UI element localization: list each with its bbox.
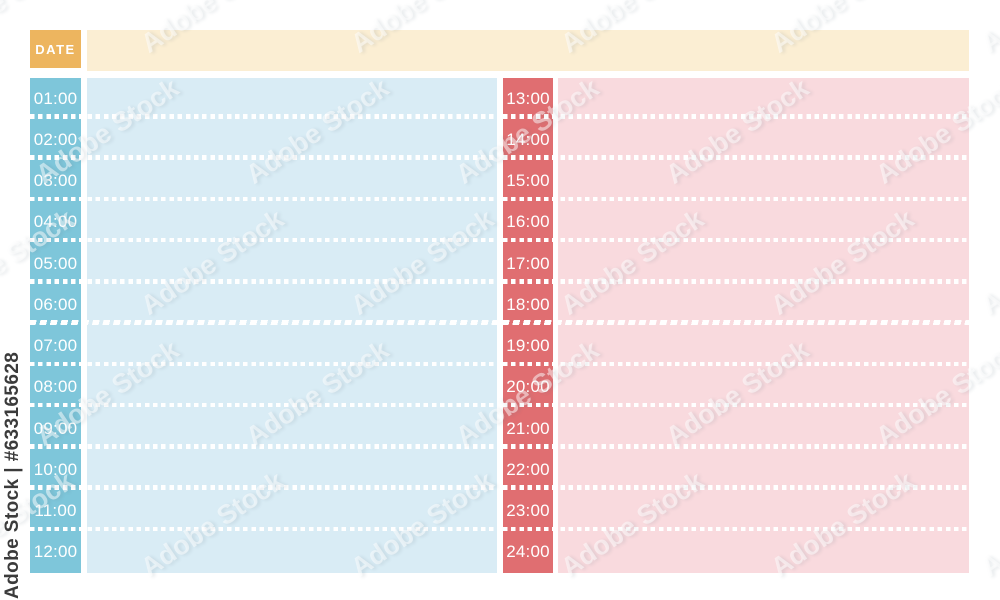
date-entry-bar <box>87 30 969 71</box>
dotted-separator-left <box>30 444 497 449</box>
dotted-separator-right <box>503 196 969 202</box>
hour-label: 23:00 <box>506 501 550 521</box>
hour-cell-08:00: 08:00 <box>30 367 81 408</box>
hour-label: 15:00 <box>506 171 550 191</box>
hour-cell-24:00: 24:00 <box>503 532 553 573</box>
adobe-stock-tile-watermark: Adobe Stock <box>975 0 1000 59</box>
dotted-separator-left <box>30 402 497 408</box>
hour-cell-02:00: 02:00 <box>30 119 81 160</box>
hour-label: 04:00 <box>33 212 78 232</box>
dotted-separator-left <box>30 237 497 243</box>
hour-cell-18:00: 18:00 <box>503 284 553 325</box>
hour-cell-21:00: 21:00 <box>503 408 553 449</box>
dotted-separator-left <box>30 114 497 119</box>
hour-cell-20:00: 20:00 <box>503 367 553 408</box>
dotted-separator-left <box>30 155 497 160</box>
hour-label: 19:00 <box>506 336 550 356</box>
hour-label: 12:00 <box>33 542 78 562</box>
hour-label: 13:00 <box>506 88 550 108</box>
dotted-separator-left <box>30 526 497 532</box>
hour-label: 21:00 <box>506 418 550 438</box>
hour-cell-19:00: 19:00 <box>503 326 553 367</box>
hour-cell-11:00: 11:00 <box>30 491 81 532</box>
hour-label: 20:00 <box>506 377 550 397</box>
hour-label: 02:00 <box>33 129 78 149</box>
hour-cell-22:00: 22:00 <box>503 449 553 490</box>
dotted-separator-right <box>503 237 969 243</box>
hour-label: 09:00 <box>33 418 78 438</box>
date-label: DATE <box>35 41 76 57</box>
hour-cell-17:00: 17:00 <box>503 243 553 284</box>
hour-label: 03:00 <box>33 171 78 191</box>
hour-cell-10:00: 10:00 <box>30 449 81 490</box>
adobe-stock-id-watermark: Adobe Stock | #633165628 <box>2 351 23 599</box>
hour-cell-15:00: 15:00 <box>503 161 553 202</box>
hour-cell-05:00: 05:00 <box>30 243 81 284</box>
hour-cell-14:00: 14:00 <box>503 119 553 160</box>
hour-label: 14:00 <box>506 129 550 149</box>
left-schedule-area <box>87 78 497 573</box>
hour-label: 18:00 <box>506 294 550 314</box>
hour-label: 22:00 <box>506 459 550 479</box>
dotted-separator-right <box>503 320 969 326</box>
right-schedule-area <box>558 78 969 573</box>
hour-cell-03:00: 03:00 <box>30 161 81 202</box>
dotted-separator-right <box>503 155 969 160</box>
hour-label: 08:00 <box>33 377 78 397</box>
hour-cell-07:00: 07:00 <box>30 326 81 367</box>
adobe-stock-tile-watermark: Adobe Stock <box>975 466 1000 583</box>
dotted-separator-right <box>503 444 969 449</box>
hour-cell-04:00: 04:00 <box>30 202 81 243</box>
hour-cell-01:00: 01:00 <box>30 78 81 119</box>
dotted-separator-right <box>503 402 969 408</box>
dotted-separator-left <box>30 196 497 202</box>
hour-cell-06:00: 06:00 <box>30 284 81 325</box>
dotted-separator-right <box>503 279 969 284</box>
hour-label: 11:00 <box>34 501 77 521</box>
hour-label: 16:00 <box>506 212 550 232</box>
hour-label: 07:00 <box>33 336 78 356</box>
hour-cell-09:00: 09:00 <box>30 408 81 449</box>
dotted-separator-left <box>30 279 497 284</box>
right-time-column: 13:00 14:00 15:00 16:00 17:00 18:00 19:00 20:00… <box>503 78 553 573</box>
dotted-separator-right <box>503 485 969 490</box>
left-time-column: 01:00 02:00 03:00 04:00 05:00 06:00 07:00 08:00… <box>30 78 81 573</box>
dotted-separator-right <box>503 114 969 119</box>
dotted-separator-left <box>30 361 497 367</box>
adobe-stock-tile-watermark: Adobe Stock <box>975 204 1000 321</box>
hour-cell-16:00: 16:00 <box>503 202 553 243</box>
hour-label: 17:00 <box>506 253 550 273</box>
dotted-separator-left <box>30 320 497 326</box>
dotted-separator-right <box>503 361 969 367</box>
hour-label: 24:00 <box>506 542 550 562</box>
hour-label: 05:00 <box>33 253 78 273</box>
hour-cell-13:00: 13:00 <box>503 78 553 119</box>
dotted-separator-right <box>503 526 969 532</box>
hour-label: 01:00 <box>33 88 78 108</box>
hour-cell-12:00: 12:00 <box>30 532 81 573</box>
dotted-separator-left <box>30 485 497 490</box>
date-label-box: DATE <box>30 30 81 68</box>
hour-label: 06:00 <box>33 294 78 314</box>
hour-cell-23:00: 23:00 <box>503 491 553 532</box>
hour-label: 10:00 <box>33 459 78 479</box>
